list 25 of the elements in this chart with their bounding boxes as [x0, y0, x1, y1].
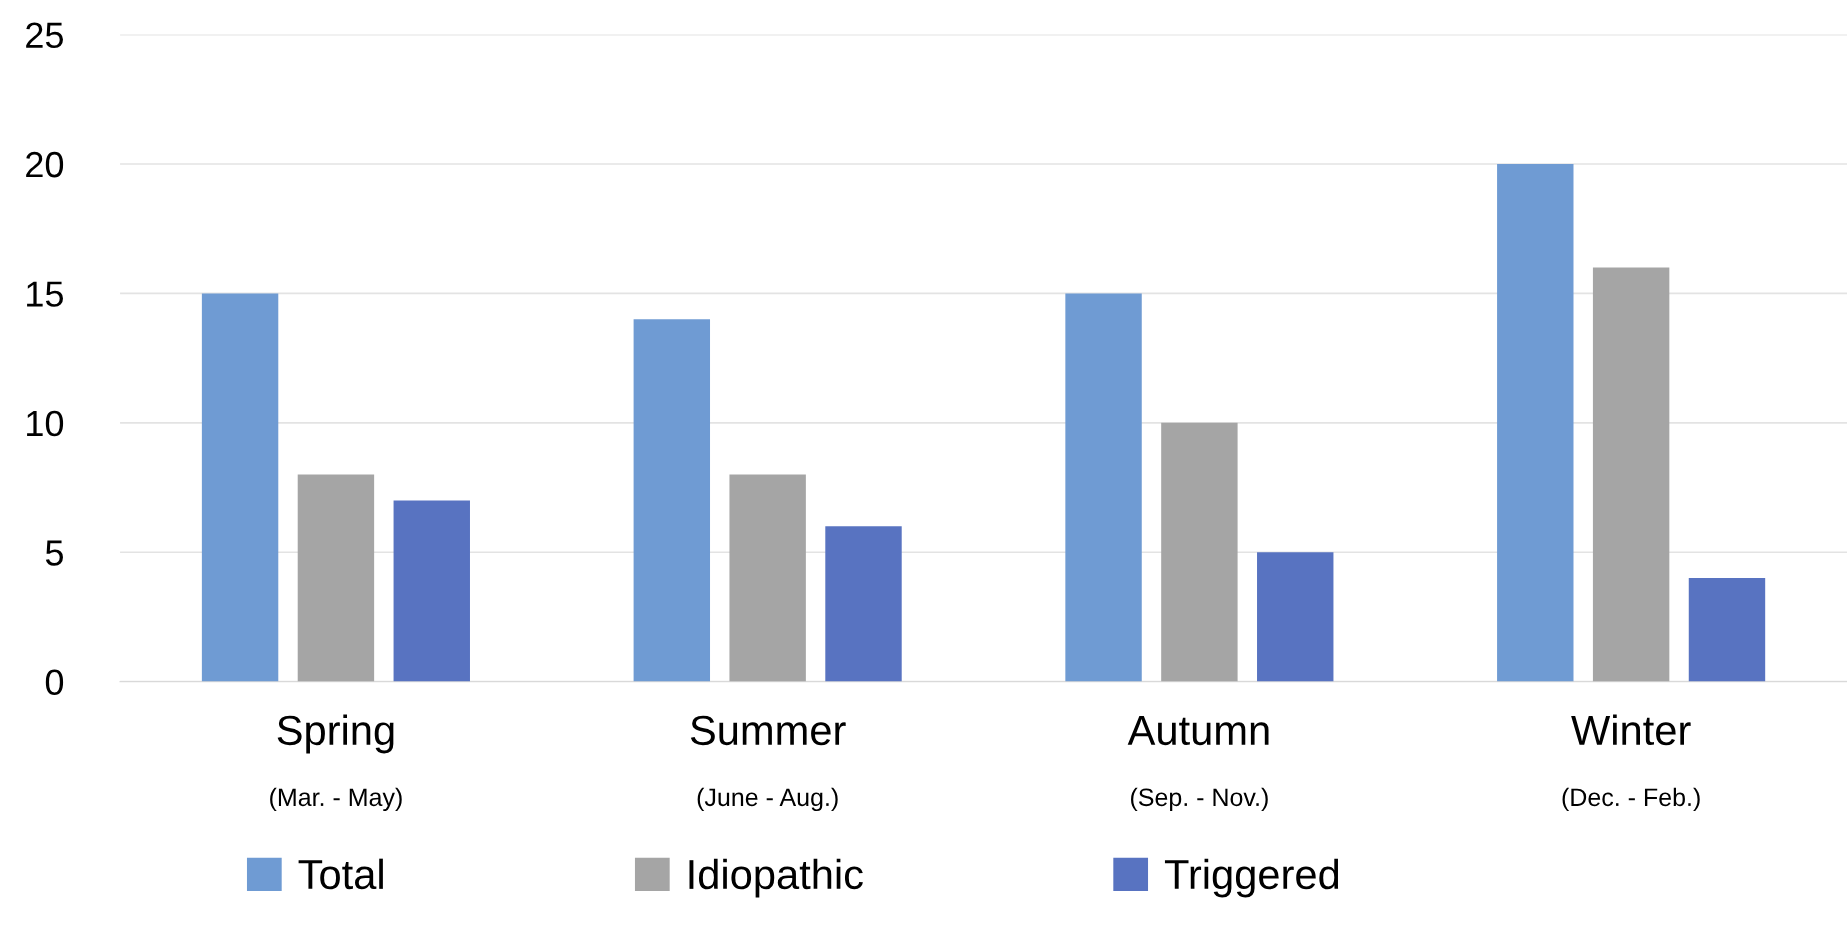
legend-label: Idiopathic: [689, 858, 863, 898]
y-tick-label: 5: [45, 540, 63, 566]
bar: [825, 526, 902, 682]
bar: [393, 500, 470, 682]
bar: [297, 474, 375, 682]
y-tick-label: 15: [27, 281, 63, 307]
y-tick-label: 0: [45, 669, 64, 696]
y-tick-label: 10: [27, 410, 64, 437]
bar: [633, 319, 711, 682]
bar: [1161, 422, 1238, 682]
x-tick-label: Summer (June - Aug.): [690, 715, 846, 812]
legend-label: Total: [298, 858, 383, 890]
bar: [1257, 552, 1334, 682]
x-tick-label: Winter (Dec. - Feb.): [1562, 714, 1700, 812]
y-tick-label: 25: [26, 22, 63, 49]
bar: [1592, 267, 1670, 682]
legend-label: Triggered: [1164, 858, 1339, 898]
bar: [1497, 164, 1574, 682]
bar: [729, 474, 806, 682]
bar: [1065, 293, 1142, 682]
bar: [201, 293, 279, 682]
x-tick-label: Spring (Mar. - May): [270, 714, 402, 812]
x-tick-label: Autumn (Sep. - Nov.): [1127, 716, 1269, 812]
y-tick-label: 20: [26, 151, 64, 178]
bar: [1688, 578, 1766, 682]
